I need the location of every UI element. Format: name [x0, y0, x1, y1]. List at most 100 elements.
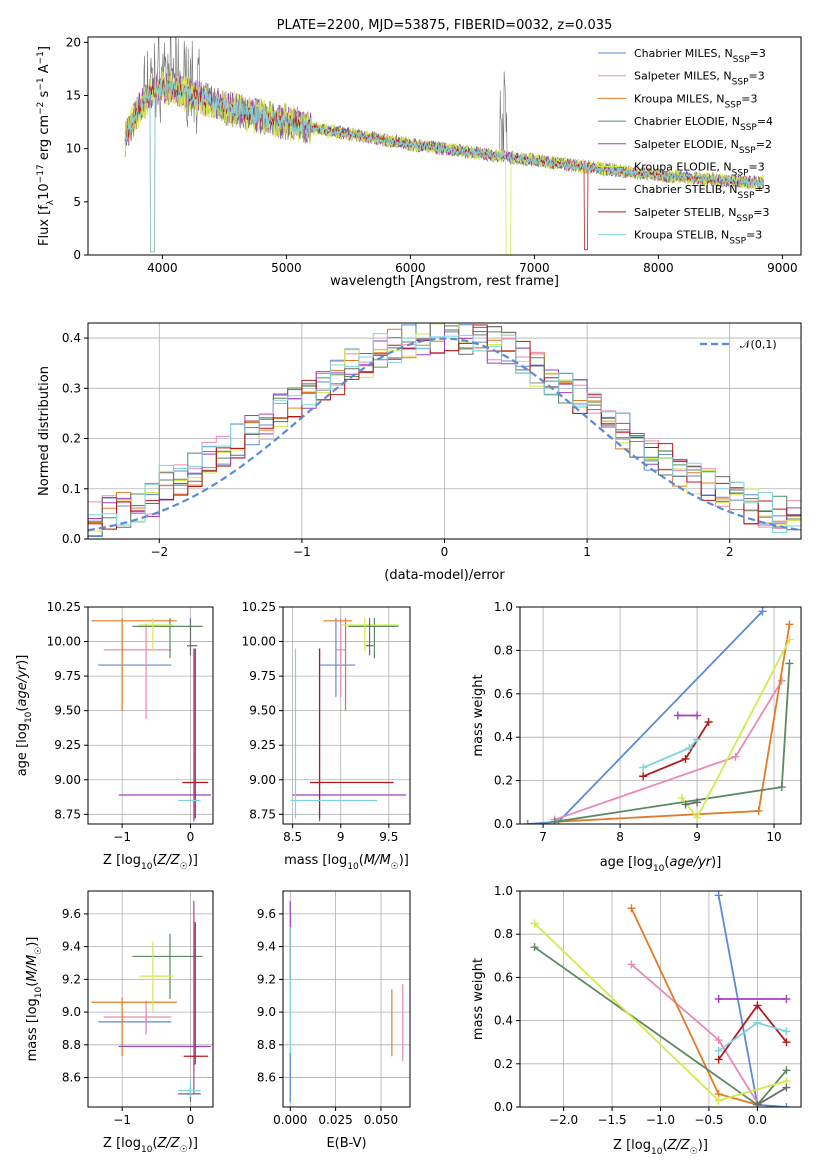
massweight_vs_Z-series-salpeter-elodie-marker [782, 995, 791, 1003]
massweight_vs_age-series-kroupa-stelib-marker [685, 744, 694, 753]
massweight_vs_age-series-chabrier-elodie-line [554, 663, 791, 823]
age_vs_mass-point-kroupa-stelib [290, 648, 378, 819]
residuals-ytick-label: 0.1 [62, 482, 81, 496]
spectrum-frame [87, 36, 802, 256]
spectrum-ytick-label: 5 [73, 195, 81, 209]
legend-entry: Salpeter STELIB, NSSP=3 [634, 206, 770, 224]
massweight_vs_age-panel: 7 8 9 10 0.0 0.2 0.4 0.6 0.8 1.0 age [log10(age/yr… [471, 600, 802, 874]
massweight_vs_Z-series-salpeter-stelib-marker [714, 1055, 723, 1064]
mass_vs_Z-point-chabrier-stelib [178, 1085, 201, 1103]
massweight_vs_age-ylabel: mass weight [471, 674, 486, 756]
age_vs_Z-point-salpeter-miles [103, 623, 172, 719]
massweight_vs_Z-xtick-label: 0.0 [748, 1113, 767, 1127]
mass_vs_Z-point-kroupa-miles [91, 997, 177, 1057]
residuals-xtick-label: −2 [150, 545, 168, 559]
spectrum-title: PLATE=2200, MJD=53875, FIBERID=0032, z=0… [277, 18, 613, 33]
mass_vs_Z-ylabel: mass [log10(M/M☉)] [25, 937, 44, 1062]
age_vs_mass-ytick-label: 9.75 [249, 669, 276, 683]
massweight_vs_age-series-kroupa-elodie-marker [785, 635, 794, 644]
massweight_vs_Z-xtick-label: −1.0 [646, 1113, 675, 1127]
spectrum-series-kroupa-stelib [124, 79, 764, 253]
massweight_vs_Z-series-salpeter-stelib [714, 1001, 791, 1064]
massweight_vs_age-series-chabrier-elodie [550, 659, 794, 824]
mass_vs_Z-xlabel: Z [log10(Z/Z☉)] [103, 1136, 198, 1155]
mass_vs_ebv-ytick-label: 9.2 [257, 972, 276, 986]
residuals-ytick-label: 0.2 [62, 432, 81, 446]
mass_vs_Z-ytick-label: 8.6 [62, 1071, 81, 1085]
mass_vs_ebv-ytick-label: 8.8 [257, 1038, 276, 1052]
spectrum-panel: 4000 5000 6000 7000 8000 9000 0 5 10 15 20 waveleng… [36, 35, 802, 289]
massweight_vs_Z-series-kroupa-elodie-marker [714, 1096, 723, 1105]
spectrum-ytick-label: 10 [66, 142, 81, 156]
massweight_vs_Z-xtick-label: −2.0 [549, 1113, 578, 1127]
residuals-xtick-label: 1 [583, 545, 591, 559]
age_vs_Z-panel: −1 0 8.75 9.00 9.25 9.50 9.75 10.00 10.25 Z [log1… [15, 600, 214, 872]
age_vs_mass-plot-area [290, 618, 407, 822]
legend-entry: Kroupa ELODIE, NSSP=3 [634, 161, 765, 179]
massweight_vs_Z-series-chabrier-stelib-marker [753, 1100, 762, 1107]
age_vs_mass-point-salpeter-stelib [309, 648, 394, 819]
massweight_vs_age-xlabel: age [log10(age/yr)] [600, 855, 722, 874]
massweight_vs_Z-panel: −2.0 −1.5 −1.0 −0.5 0.0 0.0 0.2 0.4 0.6 0.8 1.0 Z [… [471, 884, 802, 1157]
massweight_vs_age-series-chabrier-miles-marker [758, 607, 767, 616]
age_vs_mass-xtick-label: 8.5 [283, 830, 302, 844]
massweight_vs_age-series-salpeter-miles [550, 676, 786, 824]
age_vs_mass-panel: 8.5 9 9.5 8.75 9.00 9.25 9.50 9.75 10.00 10.25 mas… [242, 600, 411, 872]
normal-legend-label: 𝒩(0,1) [740, 338, 777, 351]
age_vs_Z-ytick-label: 9.25 [54, 738, 81, 752]
massweight_vs_age-series-chabrier-stelib-marker [681, 800, 690, 809]
massweight_vs_age-series-salpeter-stelib [639, 718, 713, 781]
massweight_vs_age-ytick-label: 1.0 [494, 600, 513, 614]
mass_vs_ebv-ytick-label: 8.6 [257, 1071, 276, 1085]
massweight_vs_Z-series-chabrier-elodie-marker [530, 943, 539, 952]
massweight_vs_Z-ytick-label: 0.0 [494, 1100, 513, 1114]
massweight_vs_Z-series-kroupa-stelib-marker [753, 1018, 762, 1027]
legend-entry: Salpeter MILES, NSSP=3 [634, 70, 765, 88]
age_vs_mass-ytick-label: 10.25 [242, 600, 276, 614]
massweight_vs_age-series-salpeter-stelib-line [642, 721, 710, 778]
mass_vs_Z-ytick-label: 9.4 [62, 940, 81, 954]
mass_vs_ebv-xtick-label: 0.050 [364, 1113, 398, 1127]
mass_vs_Z-panel: −1 0 8.6 8.8 9.0 9.2 9.4 9.6 Z [log10(Z/Z☉)] mass… [25, 890, 214, 1155]
massweight_vs_Z-plot-area [530, 891, 791, 1107]
massweight_vs_Z-series-kroupa-elodie-marker [530, 919, 539, 928]
massweight_vs_age-series-salpeter-miles-line [554, 680, 783, 821]
age_vs_mass-point-chabrier-elodie [348, 618, 399, 659]
massweight_vs_age-series-chabrier-elodie-marker [785, 659, 794, 668]
mass_vs_Z-point-salpeter-stelib [183, 922, 209, 1065]
residuals-ytick-label: 0.0 [62, 532, 81, 546]
mass_vs_ebv-panel: 0.000 0.025 0.050 8.6 8.8 9.0 9.2 9.4 9.6 E(B-V) [257, 890, 411, 1151]
residuals-xtick-label: 0 [441, 545, 449, 559]
massweight_vs_age-series-chabrier-elodie-marker [777, 783, 786, 792]
mass_vs_ebv-ytick-label: 9.0 [257, 1005, 276, 1019]
massweight_vs_age-series-salpeter-miles-marker [777, 676, 786, 685]
age_vs_Z-ytick-label: 10.00 [47, 635, 81, 649]
legend-entry: Salpeter ELODIE, NSSP=2 [634, 138, 772, 156]
mass_vs_Z-ytick-label: 9.2 [62, 972, 81, 986]
massweight_vs_age-series-salpeter-elodie [673, 711, 702, 720]
age_vs_mass-ytick-label: 10.00 [242, 635, 276, 649]
age_vs_mass-xlabel: mass [log10(M/M☉)] [284, 853, 409, 872]
massweight_vs_age-series-salpeter-stelib-marker [704, 718, 713, 727]
mass_vs_Z-frame [87, 890, 214, 1108]
age_vs_Z-ytick-label: 9.75 [54, 669, 81, 683]
massweight_vs_Z-series-chabrier-stelib-marker [782, 1083, 791, 1092]
massweight_vs_age-series-kroupa-miles-marker [785, 620, 794, 629]
spectrum-xtick-label: 7000 [519, 261, 550, 275]
residuals-histogram-kroupa-stelib [88, 333, 801, 539]
massweight_vs_Z-series-salpeter-miles-marker [714, 1036, 723, 1045]
massweight_vs_age-xtick-label: 7 [539, 830, 547, 844]
massweight_vs_age-plot-area [523, 607, 794, 824]
massweight_vs_age-series-chabrier-miles-marker [523, 820, 532, 824]
residuals-ytick-label: 0.3 [62, 381, 81, 395]
age_vs_Z-ytick-label: 9.50 [54, 704, 81, 718]
massweight_vs_age-series-kroupa-stelib [639, 735, 702, 772]
mass_vs_Z-ytick-label: 9.6 [62, 907, 81, 921]
spectrum-xtick-label: 6000 [395, 261, 426, 275]
massweight_vs_age-series-chabrier-stelib-marker [693, 798, 702, 807]
massweight_vs_age-series-salpeter-elodie-marker [693, 711, 702, 720]
massweight_vs_Z-series-salpeter-stelib-line [717, 1004, 788, 1061]
residuals-histogram-salpeter-stelib [88, 324, 801, 539]
spectrum-xtick-label: 4000 [147, 261, 178, 275]
age_vs_Z-ytick-label: 10.25 [47, 600, 81, 614]
